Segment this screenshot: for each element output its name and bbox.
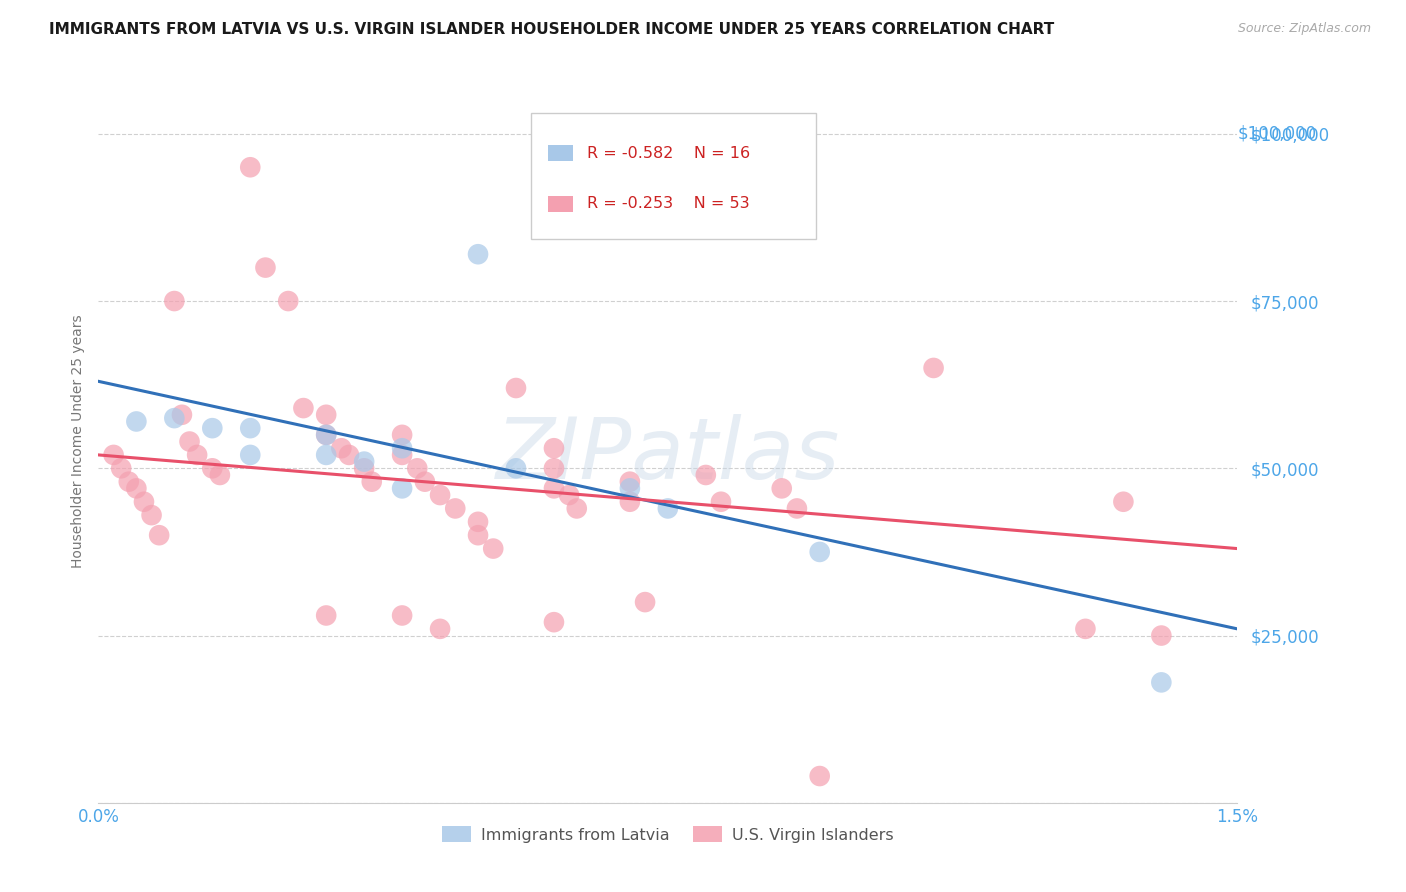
Point — [1150, 628, 1173, 642]
Point — [413, 475, 436, 489]
Point — [315, 408, 337, 422]
Point — [391, 448, 413, 462]
Point — [170, 408, 193, 422]
Point — [337, 448, 360, 462]
Point — [125, 482, 148, 496]
FancyBboxPatch shape — [548, 196, 574, 211]
Point — [482, 541, 505, 556]
Point — [406, 461, 429, 475]
Point — [315, 448, 337, 462]
Point — [315, 608, 337, 623]
Point — [391, 441, 413, 455]
Point — [467, 528, 489, 542]
Point — [543, 461, 565, 475]
Point — [505, 381, 527, 395]
Point — [163, 293, 186, 308]
Point — [132, 494, 155, 508]
Point — [141, 508, 163, 523]
Point — [186, 448, 208, 462]
Point — [103, 448, 125, 462]
Point — [543, 615, 565, 630]
Point — [786, 501, 808, 516]
Point — [444, 501, 467, 516]
Text: ZIPatlas: ZIPatlas — [496, 415, 839, 498]
Point — [808, 769, 831, 783]
Text: $100,000: $100,000 — [1237, 125, 1316, 143]
Text: R = -0.582    N = 16: R = -0.582 N = 16 — [586, 145, 751, 161]
Point — [429, 622, 451, 636]
Y-axis label: Householder Income Under 25 years: Householder Income Under 25 years — [72, 315, 86, 568]
Text: Source: ZipAtlas.com: Source: ZipAtlas.com — [1237, 22, 1371, 36]
Point — [292, 401, 315, 416]
Point — [125, 414, 148, 428]
Point — [254, 260, 277, 275]
Point — [1112, 494, 1135, 508]
Point — [391, 427, 413, 442]
Point — [201, 421, 224, 435]
Point — [201, 461, 224, 475]
Point — [619, 494, 641, 508]
Point — [634, 595, 657, 609]
Point — [110, 461, 132, 475]
Point — [277, 293, 299, 308]
Point — [360, 475, 382, 489]
Point — [770, 482, 793, 496]
Point — [543, 441, 565, 455]
Point — [163, 411, 186, 425]
Point — [922, 361, 945, 376]
Point — [118, 475, 141, 489]
Point — [1074, 622, 1097, 636]
Point — [558, 488, 581, 502]
Point — [543, 482, 565, 496]
Point — [467, 515, 489, 529]
Text: IMMIGRANTS FROM LATVIA VS U.S. VIRGIN ISLANDER HOUSEHOLDER INCOME UNDER 25 YEARS: IMMIGRANTS FROM LATVIA VS U.S. VIRGIN IS… — [49, 22, 1054, 37]
Point — [330, 441, 353, 455]
Legend: Immigrants from Latvia, U.S. Virgin Islanders: Immigrants from Latvia, U.S. Virgin Isla… — [436, 820, 900, 849]
Point — [710, 494, 733, 508]
Point — [505, 461, 527, 475]
FancyBboxPatch shape — [548, 145, 574, 161]
Point — [619, 475, 641, 489]
Point — [239, 421, 262, 435]
Point — [208, 467, 231, 482]
Point — [239, 161, 262, 175]
Point — [315, 427, 337, 442]
FancyBboxPatch shape — [531, 112, 815, 239]
Point — [657, 501, 679, 516]
Point — [239, 448, 262, 462]
Point — [353, 454, 375, 469]
Point — [565, 501, 588, 516]
Point — [315, 427, 337, 442]
Point — [353, 461, 375, 475]
Point — [148, 528, 170, 542]
Point — [391, 482, 413, 496]
Point — [1150, 675, 1173, 690]
Point — [619, 482, 641, 496]
Text: R = -0.253    N = 53: R = -0.253 N = 53 — [586, 196, 749, 211]
Point — [429, 488, 451, 502]
Point — [467, 247, 489, 261]
Point — [391, 608, 413, 623]
Point — [695, 467, 717, 482]
Point — [179, 434, 201, 449]
Point — [808, 545, 831, 559]
